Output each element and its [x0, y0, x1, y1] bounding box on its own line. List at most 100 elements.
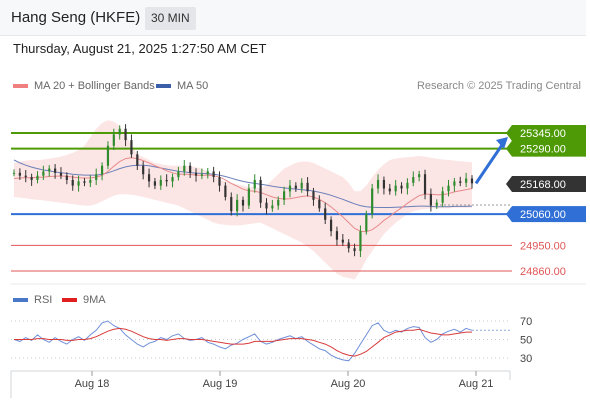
- candle-body: [118, 128, 121, 135]
- candle-body: [194, 172, 198, 176]
- legend-ma50: MA 50: [156, 80, 208, 92]
- legend-label: MA 50: [177, 80, 209, 92]
- candle-body: [200, 174, 203, 176]
- candle-body: [347, 242, 350, 249]
- legend-ma20-bb: MA 20 + Bollinger Bands: [13, 80, 155, 92]
- candle-body: [136, 154, 139, 166]
- candle-body: [236, 199, 239, 212]
- legend-label: RSI: [34, 294, 53, 306]
- candle-body: [253, 179, 256, 189]
- candle-body: [376, 179, 380, 189]
- candle-body: [112, 134, 115, 146]
- candle-body: [359, 231, 362, 252]
- candle-body: [12, 172, 16, 174]
- candle-body: [365, 214, 368, 232]
- x-tick-label: Aug 18: [75, 378, 110, 390]
- candle-body: [312, 191, 315, 200]
- level-label-support: 24950.00: [520, 240, 566, 252]
- candle-body: [83, 181, 86, 183]
- legend-swatch: [13, 84, 28, 88]
- legend-swatch: [62, 298, 77, 302]
- candle-body: [306, 182, 309, 192]
- candle-body: [329, 219, 333, 232]
- rsi-tick-label: 50: [520, 335, 532, 347]
- level-label-resistance-bg: [512, 140, 586, 157]
- candle-body: [224, 185, 227, 198]
- instrument-title: Hang Seng (HKFE): [11, 9, 141, 26]
- candle-body: [429, 194, 432, 206]
- legend-swatch: [13, 298, 28, 302]
- candle-body: [318, 199, 321, 209]
- candle-body: [230, 197, 233, 212]
- ma50-line: [13, 159, 473, 208]
- candle-body: [453, 181, 456, 186]
- rsi-ma-line: [14, 327, 472, 357]
- date-line: Thursday, August 21, 2025 1:27:50 AM CET: [13, 41, 267, 56]
- candle-body: [54, 168, 57, 173]
- level-label-resistance-pointer: [506, 140, 512, 157]
- candle-body: [335, 231, 339, 240]
- x-tick-label: Aug 19: [203, 378, 238, 390]
- forecast-arrow-head: [496, 137, 508, 149]
- candle-body: [447, 185, 450, 192]
- rsi-line: [13, 320, 473, 362]
- candle-body: [159, 179, 162, 186]
- candle-body: [418, 174, 421, 178]
- last-price-label: 25168.00: [520, 179, 566, 191]
- candle-body: [288, 185, 292, 192]
- candle-body: [406, 182, 409, 189]
- candle-body: [465, 178, 468, 183]
- candle-body: [271, 205, 274, 209]
- credit-text: Research © 2025 Trading Central: [416, 80, 581, 92]
- candle-body: [130, 140, 133, 155]
- level-label-pivot-bg: [512, 206, 586, 223]
- candle-body: [441, 191, 444, 203]
- candle-body: [124, 128, 127, 141]
- candle-body: [300, 182, 303, 189]
- x-tick-label: Aug 21: [459, 378, 494, 390]
- level-label-resistance-pointer: [506, 125, 512, 141]
- candle-body: [77, 181, 80, 186]
- legend-rsi: RSI: [13, 294, 52, 306]
- level-label-resistance-bg: [512, 125, 586, 141]
- rsi-tick-label: 30: [520, 353, 532, 365]
- candle-body: [324, 208, 327, 220]
- candle-body: [183, 165, 186, 172]
- candle-body: [388, 188, 391, 192]
- candle-body: [147, 174, 151, 182]
- candle-body: [142, 165, 145, 175]
- candle-body: [218, 177, 221, 186]
- level-label-pivot-pointer: [506, 206, 512, 223]
- candle-body: [212, 171, 215, 178]
- level-label-resistance: 25345.00: [520, 128, 566, 140]
- candle-body: [435, 202, 438, 206]
- candle-body: [265, 202, 268, 209]
- candle-body: [100, 165, 104, 175]
- x-tick-label: Aug 20: [331, 378, 366, 390]
- candle-body: [259, 179, 262, 203]
- candle-body: [59, 172, 63, 176]
- candle-body: [71, 179, 74, 186]
- candle-body: [106, 145, 110, 166]
- candle-body: [394, 185, 397, 192]
- timeframe-badge[interactable]: 30 MIN: [145, 7, 196, 30]
- candle-body: [353, 248, 356, 252]
- candle-body: [341, 239, 344, 243]
- candle-body: [247, 188, 250, 206]
- candle-body: [42, 171, 45, 176]
- candle-body: [277, 199, 280, 206]
- candle-body: [412, 177, 415, 183]
- legend-label: MA 20 + Bollinger Bands: [34, 80, 155, 92]
- candle-body: [24, 175, 27, 178]
- level-label-support: 24860.00: [520, 266, 566, 278]
- last-price-label-pointer: [506, 176, 512, 192]
- candle-body: [48, 168, 51, 172]
- level-label-resistance: 25290.00: [520, 144, 566, 156]
- candle-body: [153, 181, 157, 186]
- forecast-arrow: [474, 141, 506, 185]
- candle-body: [30, 177, 33, 180]
- candle-body: [18, 172, 21, 176]
- last-price-label-bg: [512, 176, 586, 192]
- level-label-pivot: 25060.00: [520, 209, 566, 221]
